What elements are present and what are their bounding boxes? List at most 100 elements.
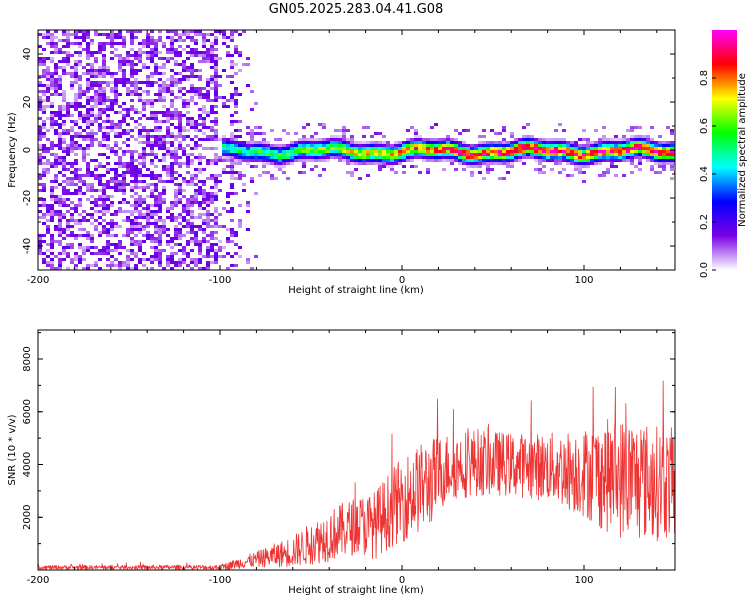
heatmap-cell xyxy=(74,168,78,171)
heatmap-cell xyxy=(318,141,322,144)
heatmap-cell xyxy=(154,120,158,123)
heatmap-cell xyxy=(234,99,238,102)
heatmap-cell xyxy=(210,201,214,204)
heatmap-cell xyxy=(270,129,274,132)
heatmap-cell xyxy=(182,252,186,255)
heatmap-cell xyxy=(70,126,74,129)
heatmap-cell xyxy=(238,153,242,156)
heatmap-cell xyxy=(570,174,574,177)
heatmap-cell xyxy=(50,126,54,129)
heatmap-cell xyxy=(146,90,150,93)
heatmap-cell xyxy=(226,171,230,174)
heatmap-cell xyxy=(182,78,186,81)
heatmap-cell xyxy=(454,168,458,171)
heatmap-cell xyxy=(142,135,146,138)
heatmap-cell xyxy=(426,153,430,156)
heatmap-cell xyxy=(58,264,62,267)
heatmap-cell xyxy=(634,147,638,150)
heatmap-cell xyxy=(86,45,90,48)
heatmap-cell xyxy=(54,144,58,147)
heatmap-cell xyxy=(42,147,46,150)
heatmap-cell xyxy=(398,153,402,156)
heatmap-cell xyxy=(162,165,166,168)
heatmap-cell xyxy=(202,126,206,129)
heatmap-cell xyxy=(358,144,362,147)
heatmap-cell xyxy=(142,45,146,48)
heatmap-cell xyxy=(150,141,154,144)
heatmap-cell xyxy=(82,48,86,51)
heatmap-cell xyxy=(38,144,42,147)
heatmap-cell xyxy=(338,129,342,132)
heatmap-cell xyxy=(110,150,114,153)
heatmap-cell xyxy=(538,168,542,171)
heatmap-cell xyxy=(110,105,114,108)
heatmap-cell xyxy=(370,162,374,165)
heatmap-cell xyxy=(582,162,586,165)
heatmap-cell xyxy=(238,141,242,144)
heatmap-cell xyxy=(198,180,202,183)
colorbar-ticks: 0.00.20.40.60.8 xyxy=(699,70,716,278)
heatmap-cell xyxy=(230,141,234,144)
heatmap-cell xyxy=(286,156,290,159)
heatmap-cell xyxy=(190,225,194,228)
heatmap-cell xyxy=(222,225,226,228)
heatmap-cell xyxy=(334,135,338,138)
heatmap-cell xyxy=(390,150,394,153)
heatmap-cell xyxy=(194,147,198,150)
heatmap-cell xyxy=(170,102,174,105)
heatmap-cell xyxy=(622,159,626,162)
heatmap-cell xyxy=(286,150,290,153)
heatmap-cell xyxy=(146,75,150,78)
heatmap-cell xyxy=(502,159,506,162)
heatmap-cell xyxy=(114,78,118,81)
heatmap-cell xyxy=(362,141,366,144)
heatmap-cell xyxy=(42,252,46,255)
heatmap-cell xyxy=(194,264,198,267)
heatmap-cell xyxy=(170,267,174,270)
colorbar-label: Normalized spectral amplitude xyxy=(737,73,748,227)
heatmap-cell xyxy=(102,66,106,69)
heatmap-cell xyxy=(122,210,126,213)
heatmap-cell xyxy=(94,105,98,108)
heatmap-cell xyxy=(198,75,202,78)
x-tick-label: -100 xyxy=(209,575,232,586)
heatmap-cell xyxy=(74,144,78,147)
heatmap-cell xyxy=(202,42,206,45)
heatmap-cell xyxy=(102,108,106,111)
heatmap-cell xyxy=(50,114,54,117)
heatmap-cell xyxy=(234,150,238,153)
heatmap-cell xyxy=(370,135,374,138)
heatmap-cell xyxy=(162,222,166,225)
heatmap-cell xyxy=(182,246,186,249)
heatmap-cell xyxy=(162,81,166,84)
heatmap-cell xyxy=(394,150,398,153)
heatmap-cell xyxy=(250,141,254,144)
heatmap-cell xyxy=(178,132,182,135)
heatmap-cell xyxy=(214,177,218,180)
heatmap-cell xyxy=(146,135,150,138)
heatmap-cell xyxy=(110,33,114,36)
heatmap-cell xyxy=(166,153,170,156)
heatmap-cell xyxy=(130,66,134,69)
heatmap-cell xyxy=(606,156,610,159)
heatmap-cell xyxy=(146,234,150,237)
heatmap-cell xyxy=(214,117,218,120)
heatmap-cell xyxy=(126,30,130,33)
heatmap-cell xyxy=(306,141,310,144)
heatmap-cell xyxy=(222,153,226,156)
heatmap-cell xyxy=(310,159,314,162)
heatmap-cell xyxy=(38,177,42,180)
heatmap-cell xyxy=(538,153,542,156)
heatmap-cell xyxy=(186,264,190,267)
heatmap-cell xyxy=(310,147,314,150)
heatmap-cell xyxy=(186,222,190,225)
heatmap-cell xyxy=(194,156,198,159)
heatmap-cell xyxy=(114,84,118,87)
heatmap-cell xyxy=(602,171,606,174)
heatmap-cell xyxy=(150,54,154,57)
heatmap-cell xyxy=(214,147,218,150)
heatmap-cell xyxy=(426,147,430,150)
heatmap-cell xyxy=(154,177,158,180)
heatmap-cell xyxy=(206,60,210,63)
heatmap-cell xyxy=(222,168,226,171)
